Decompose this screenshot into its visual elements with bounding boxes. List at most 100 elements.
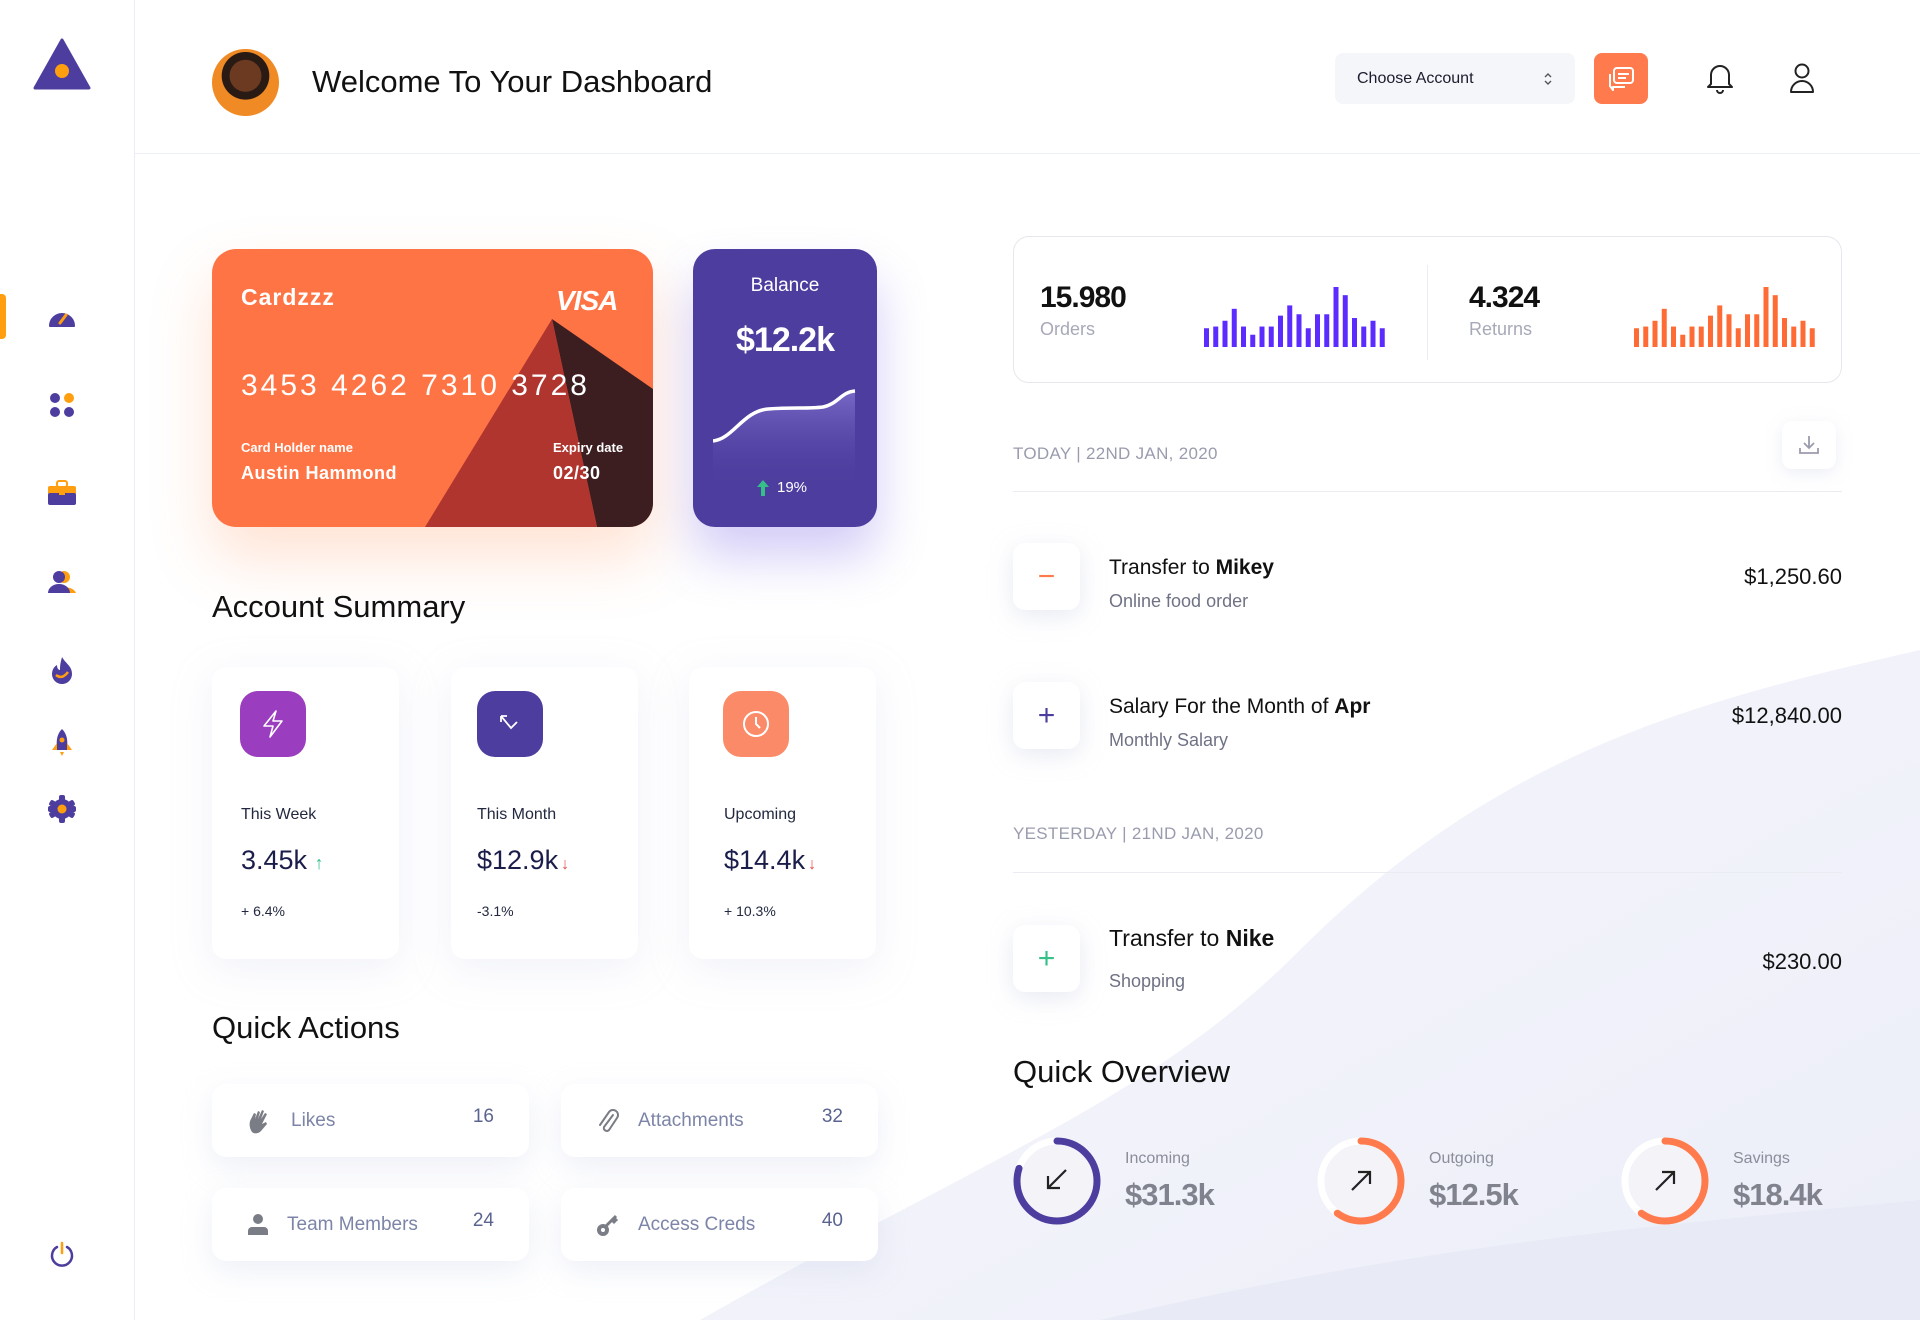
logout-button[interactable] (46, 1238, 78, 1270)
bar (1698, 326, 1704, 347)
choose-account-value: Choose Account (1357, 69, 1474, 87)
balance-label: Balance (750, 275, 820, 296)
avatar[interactable] (212, 49, 279, 116)
overview-value: $18.4k (1733, 1177, 1823, 1212)
sidebar-item-dashboard[interactable] (46, 301, 78, 333)
bar (1680, 334, 1686, 347)
bar (1652, 320, 1658, 347)
transaction-amount: $12,840.00 (1731, 703, 1842, 728)
balance-card[interactable]: Balance $12.2k 19% (693, 249, 877, 527)
summary-label: This Week (241, 806, 317, 823)
stats-divider (1427, 265, 1428, 360)
quick-action-access-creds[interactable]: Access Creds 40 (561, 1188, 878, 1261)
header-divider (135, 153, 1920, 154)
transaction-title: Transfer to Nike (1109, 925, 1275, 951)
arrow-down-left-icon (1046, 1169, 1067, 1190)
quick-action-team-members[interactable]: Team Members 24 (212, 1188, 529, 1261)
user-profile-icon[interactable] (1788, 62, 1816, 94)
active-indicator (0, 294, 6, 339)
quick-action-attachments[interactable]: Attachments 32 (561, 1084, 878, 1157)
hand-wave-icon (249, 1109, 267, 1133)
date-header-yesterday: YESTERDAY | 21ND JAN, 2020 (1013, 824, 1264, 843)
summary-card-upcoming[interactable]: Upcoming $14.4k ↓ + 10.3% (689, 667, 876, 959)
quick-actions-title: Quick Actions (212, 1010, 400, 1045)
progress-ring (1013, 1137, 1101, 1225)
returns-value: 4.324 (1469, 281, 1540, 314)
summary-card-this-month[interactable]: This Month $12.9k ↓ -3.1% (451, 667, 638, 959)
transaction-title: Salary For the Month of Apr (1109, 695, 1371, 718)
logo-icon (33, 38, 91, 90)
card-pattern (425, 319, 653, 527)
bar (1661, 308, 1667, 347)
bar (1342, 295, 1348, 347)
orders-bar-chart (1204, 287, 1385, 347)
summary-value: 3.45k ↑ (241, 845, 324, 875)
bar (1231, 308, 1237, 347)
sidebar-item-portfolio[interactable] (46, 477, 78, 509)
overview-ring-outgoing (1316, 1136, 1406, 1226)
messages-button[interactable] (1594, 53, 1648, 104)
summary-value: $14.4k ↓ (724, 845, 817, 875)
visa-logo: VISA (556, 285, 618, 316)
divider (1013, 491, 1842, 492)
power-icon (50, 1241, 74, 1267)
summary-change: -3.1% (477, 903, 514, 919)
overview-label: Outgoing (1429, 1150, 1494, 1167)
bar (1241, 326, 1246, 347)
transaction-amount: $230.00 (1762, 949, 1842, 974)
fire-icon (52, 657, 72, 684)
bell-icon[interactable] (1705, 62, 1735, 94)
progress-arc (1013, 1137, 1101, 1225)
overview-ring-incoming (1012, 1136, 1102, 1226)
overview-label: Incoming (1125, 1150, 1190, 1167)
sidebar (0, 0, 135, 1320)
progress-arc (1317, 1137, 1405, 1225)
arrow-up-right-icon (1351, 1170, 1372, 1191)
bar (1763, 287, 1769, 347)
account-summary-title: Account Summary (212, 589, 466, 624)
credit-card[interactable]: Cardzzz VISA 3453 4262 7310 3728 Card Ho… (212, 249, 653, 527)
transaction-subtitle: Shopping (1109, 971, 1186, 991)
transaction-subtitle: Online food order (1109, 591, 1249, 611)
expiry-date: 02/30 (553, 463, 601, 483)
grid-icon (50, 393, 74, 417)
bar (1717, 305, 1723, 347)
sidebar-item-launch[interactable] (46, 727, 78, 759)
bar (1250, 334, 1256, 347)
user-icon (248, 1213, 268, 1235)
balance-value: $12.2k (736, 321, 835, 359)
sidebar-item-apps[interactable] (46, 389, 78, 421)
quick-action-likes[interactable]: Likes 16 (212, 1084, 529, 1157)
orders-label: Orders (1040, 319, 1096, 339)
balance-change: 19% (777, 479, 808, 496)
bar (1333, 287, 1339, 347)
card-holder: Austin Hammond (241, 463, 398, 483)
arrow-down-right-icon (500, 715, 518, 730)
sidebar-item-trending[interactable] (46, 654, 78, 686)
bar (1735, 328, 1741, 347)
overview-ring-savings (1620, 1136, 1710, 1226)
progress-arc (1621, 1137, 1709, 1225)
arrow-up-right-icon (1655, 1170, 1676, 1191)
divider (1013, 872, 1842, 873)
plus-icon: + (1013, 682, 1080, 749)
orders-returns-panel: 15.980 Orders 4.324 Returns (1013, 236, 1842, 383)
trend-up-icon: ↑ (314, 853, 324, 873)
bar (1222, 320, 1228, 347)
card-name: Cardzzz (241, 284, 335, 310)
sidebar-item-settings[interactable] (46, 793, 78, 825)
sidebar-item-users[interactable] (46, 566, 78, 598)
date-header-today: TODAY | 22ND JAN, 2020 (1013, 444, 1218, 463)
choose-account-select[interactable]: Choose Account (1335, 53, 1575, 104)
bar (1634, 328, 1639, 347)
bar (1315, 314, 1320, 347)
bar (1287, 305, 1293, 347)
progress-ring (1317, 1137, 1405, 1225)
transaction-amount: $1,250.60 (1744, 564, 1842, 589)
bar (1305, 328, 1311, 347)
orders-value: 15.980 (1040, 281, 1127, 314)
download-button[interactable] (1782, 421, 1836, 469)
bar (1745, 314, 1750, 347)
summary-card-this-week[interactable]: This Week 3.45k ↑ + 6.4% (212, 667, 399, 959)
summary-label: Upcoming (724, 806, 797, 823)
